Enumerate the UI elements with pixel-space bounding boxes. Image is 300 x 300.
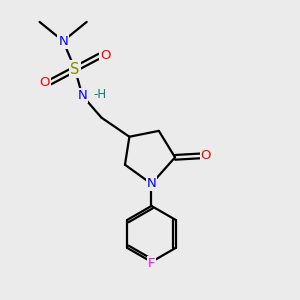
Text: N: N: [147, 177, 156, 190]
Text: O: O: [201, 149, 211, 162]
Text: O: O: [39, 76, 50, 89]
Text: N: N: [58, 34, 68, 48]
Text: -H: -H: [94, 88, 106, 101]
Text: F: F: [148, 257, 155, 270]
Text: O: O: [100, 49, 110, 62]
Text: S: S: [70, 61, 80, 76]
Text: N: N: [77, 89, 87, 102]
